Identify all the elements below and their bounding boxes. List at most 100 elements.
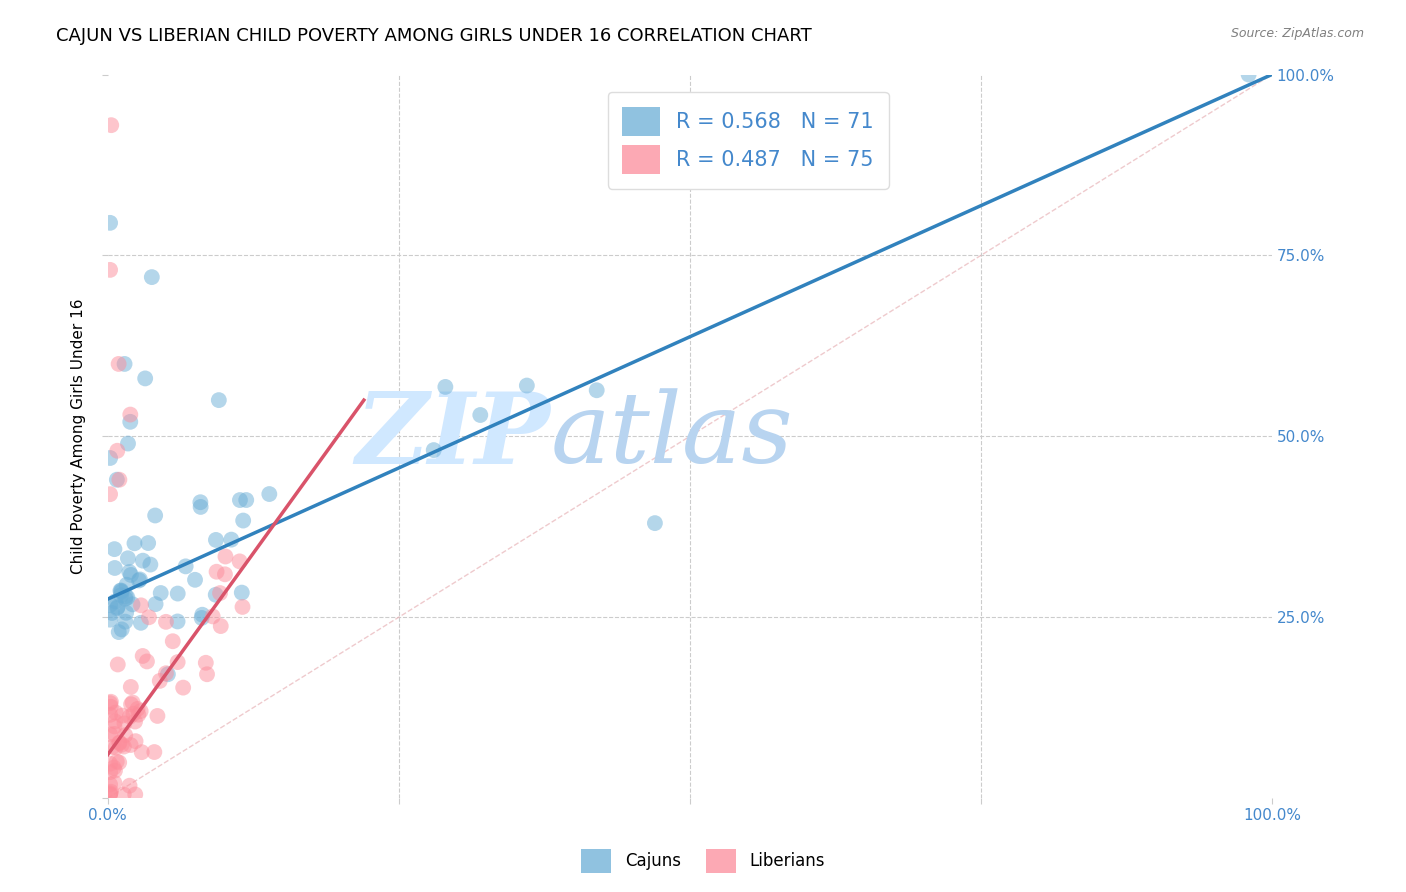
- Point: [98, 450, 121, 465]
- Point: [115, 606, 138, 620]
- Point: [156, 667, 179, 681]
- Point: [100, 785, 122, 799]
- Point: [136, 536, 159, 550]
- Point: [117, 436, 139, 450]
- Point: [205, 565, 228, 579]
- Point: [120, 408, 142, 422]
- Point: [231, 599, 253, 614]
- Point: [107, 625, 129, 640]
- Point: [191, 607, 214, 622]
- Point: [103, 719, 125, 733]
- Point: [121, 696, 143, 710]
- Point: [120, 738, 142, 752]
- Point: [155, 615, 177, 629]
- Point: [105, 473, 128, 487]
- Point: [190, 500, 212, 514]
- Point: [134, 371, 156, 385]
- Point: [194, 656, 217, 670]
- Point: [162, 634, 184, 648]
- Point: [117, 551, 139, 566]
- Point: [141, 270, 163, 285]
- Point: [516, 378, 538, 392]
- Text: Source: ZipAtlas.com: Source: ZipAtlas.com: [1230, 27, 1364, 40]
- Point: [98, 487, 121, 501]
- Point: [221, 533, 243, 547]
- Point: [143, 745, 166, 759]
- Point: [231, 585, 253, 599]
- Point: [114, 716, 136, 731]
- Point: [107, 599, 129, 614]
- Point: [98, 756, 121, 771]
- Point: [166, 655, 188, 669]
- Point: [114, 357, 136, 371]
- Point: [131, 648, 153, 663]
- Point: [127, 707, 149, 722]
- Point: [104, 740, 127, 755]
- Point: [100, 695, 122, 709]
- Point: [146, 709, 169, 723]
- Point: [115, 578, 138, 592]
- Point: [111, 623, 134, 637]
- Point: [434, 380, 457, 394]
- Point: [155, 666, 177, 681]
- Point: [101, 739, 124, 754]
- Point: [122, 706, 145, 721]
- Point: [112, 739, 135, 754]
- Point: [120, 568, 142, 582]
- Point: [120, 680, 142, 694]
- Point: [98, 613, 121, 627]
- Point: [105, 601, 128, 615]
- Point: [235, 493, 257, 508]
- Point: [138, 610, 160, 624]
- Point: [209, 619, 232, 633]
- Point: [101, 606, 124, 620]
- Point: [103, 542, 125, 557]
- Point: [1237, 68, 1260, 82]
- Point: [190, 611, 212, 625]
- Point: [108, 736, 131, 750]
- Point: [120, 415, 142, 429]
- Point: [111, 708, 134, 723]
- Point: [149, 673, 172, 688]
- Point: [98, 788, 121, 802]
- Point: [98, 786, 121, 800]
- Point: [98, 727, 121, 741]
- Point: [110, 583, 132, 598]
- Point: [422, 443, 444, 458]
- Point: [129, 599, 152, 613]
- Point: [149, 586, 172, 600]
- Point: [118, 779, 141, 793]
- Point: [232, 514, 254, 528]
- Point: [190, 495, 212, 509]
- Point: [204, 588, 226, 602]
- Point: [98, 788, 121, 802]
- Point: [107, 657, 129, 672]
- Point: [129, 615, 152, 630]
- Point: [110, 583, 132, 598]
- Point: [114, 728, 136, 742]
- Point: [184, 573, 207, 587]
- Point: [585, 384, 607, 398]
- Point: [114, 589, 136, 603]
- Point: [118, 565, 141, 579]
- Point: [131, 745, 153, 759]
- Point: [145, 597, 167, 611]
- Point: [103, 727, 125, 741]
- Point: [98, 696, 121, 710]
- Point: [98, 263, 121, 277]
- Point: [104, 561, 127, 575]
- Point: [100, 699, 122, 714]
- Point: [205, 533, 228, 547]
- Point: [129, 573, 152, 587]
- Point: [108, 473, 131, 487]
- Text: CAJUN VS LIBERIAN CHILD POVERTY AMONG GIRLS UNDER 16 CORRELATION CHART: CAJUN VS LIBERIAN CHILD POVERTY AMONG GI…: [56, 27, 813, 45]
- Point: [124, 536, 146, 550]
- Point: [195, 667, 218, 681]
- Point: [172, 681, 194, 695]
- Point: [136, 655, 159, 669]
- Point: [229, 493, 252, 508]
- Point: [98, 707, 121, 722]
- Point: [129, 704, 152, 718]
- Point: [139, 558, 162, 572]
- Point: [120, 698, 142, 712]
